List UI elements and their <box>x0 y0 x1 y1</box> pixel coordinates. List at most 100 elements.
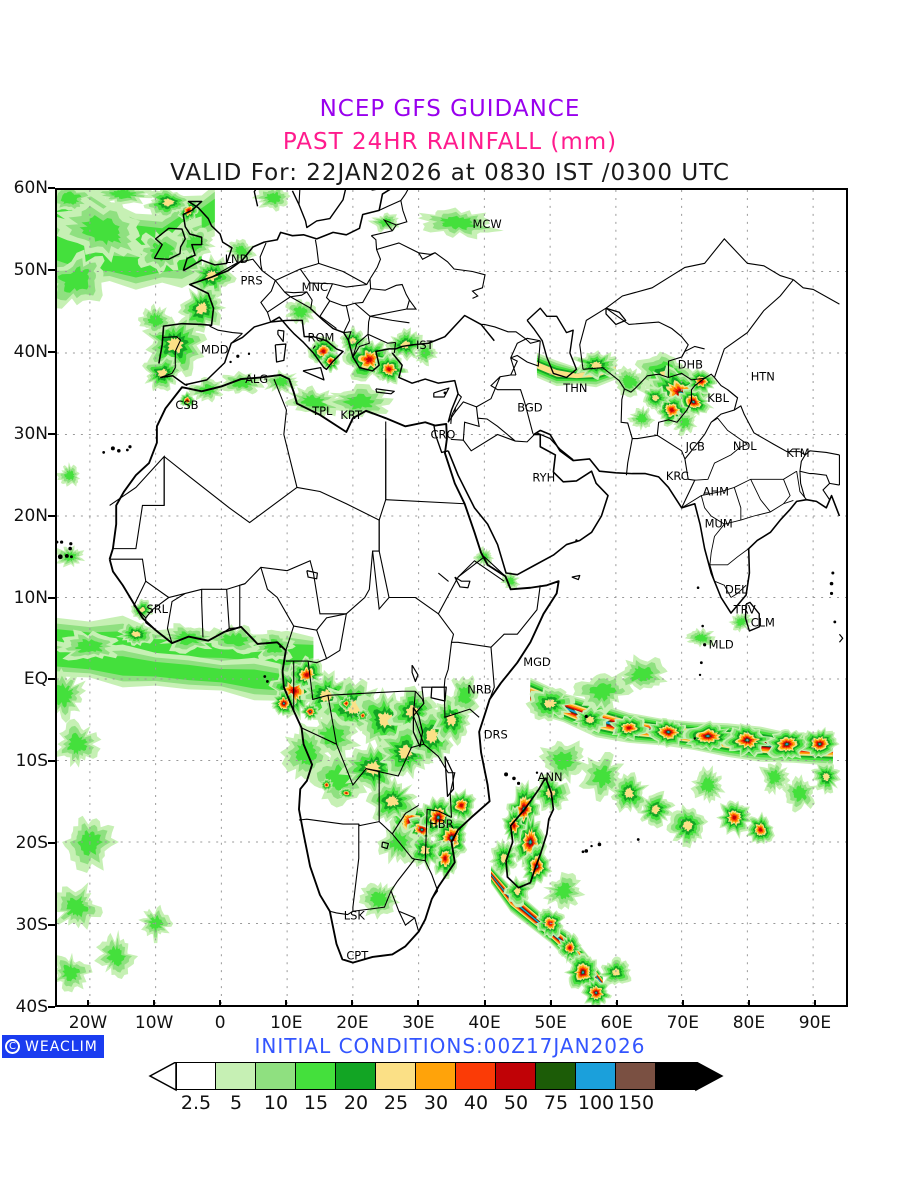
map-plot-area[interactable]: MCW LND PRS MNC ROM MDD IST ALG CSB TPL KRT CRO BGD T… <box>55 188 848 1007</box>
colorbar-tick-label: 25 <box>383 1092 409 1114</box>
page-title-model: NCEP GFS GUIDANCE <box>319 96 581 122</box>
city-label: SRL <box>146 602 168 616</box>
y-axis-label: 20S <box>15 833 48 854</box>
x-axis-label: 20W <box>68 1013 108 1033</box>
border-layer <box>109 190 840 932</box>
y-axis-labels: 60N 50N 40N 30N 20N 10N EQ 10S 20S 30S 40S <box>0 178 48 1017</box>
x-axis-label: 30E <box>402 1013 435 1033</box>
city-label: KRC <box>666 469 689 483</box>
city-label: MUM <box>705 516 733 530</box>
y-axis-tick <box>48 678 55 681</box>
y-axis-tick <box>48 514 55 517</box>
x-axis-label: 10W <box>134 1013 174 1033</box>
city-label: HTN <box>751 370 775 384</box>
colorbar-tick-label: 20 <box>343 1092 369 1114</box>
y-axis-tick <box>48 350 55 353</box>
map-graphic: MCW LND PRS MNC ROM MDD IST ALG CSB TPL KRT CRO BGD T… <box>57 190 846 1005</box>
y-axis-tick <box>48 1006 55 1008</box>
x-axis-label: 50E <box>534 1013 567 1033</box>
x-axis-tick <box>219 1000 222 1007</box>
x-axis-label: 20E <box>336 1013 369 1033</box>
city-label: BGD <box>517 401 543 415</box>
city-label: CSB <box>175 398 198 412</box>
x-axis-tick <box>417 1000 420 1007</box>
colorbar-tick-label: 5 <box>229 1092 243 1114</box>
initial-conditions-text: INITIAL CONDITIONS:00Z17JAN2026 <box>254 1034 646 1058</box>
colorbar-cell <box>456 1062 496 1090</box>
city-label: ROM <box>308 330 335 344</box>
y-axis-label: 30N <box>13 423 48 444</box>
city-label: KRT <box>340 408 363 422</box>
y-axis-tick <box>48 760 55 763</box>
x-axis-tick <box>87 1000 90 1007</box>
city-label: MCW <box>473 217 502 231</box>
city-label: MGD <box>523 655 551 669</box>
city-label: RYH <box>532 471 555 485</box>
y-axis-tick <box>48 842 55 845</box>
colorbar-cell <box>256 1062 296 1090</box>
colorbar-cell <box>416 1062 456 1090</box>
colorbar-tick-label: 50 <box>503 1092 529 1114</box>
y-axis-label: 50N <box>13 259 48 280</box>
city-label: TRV <box>733 603 756 617</box>
city-label: LSK <box>344 908 366 922</box>
y-axis-label: EQ <box>23 669 48 690</box>
copyright-circle-icon: C <box>5 1039 20 1054</box>
city-label: NRB <box>467 683 492 697</box>
colorbar-cell <box>336 1062 376 1090</box>
x-axis-tick <box>681 1000 684 1007</box>
city-label: NDL <box>733 439 757 453</box>
map-canvas: MCW LND PRS MNC ROM MDD IST ALG CSB TPL KRT CRO BGD T… <box>57 190 846 1005</box>
city-label: KTM <box>786 446 809 460</box>
city-label: MDD <box>201 343 229 357</box>
colorbar-cell <box>216 1062 256 1090</box>
x-axis-tick <box>153 1000 156 1007</box>
city-label: AHM <box>703 485 729 499</box>
city-label: DHB <box>678 357 703 371</box>
y-axis-label: 10S <box>15 751 48 772</box>
colorbar-cell <box>296 1062 336 1090</box>
x-axis-label: 40E <box>468 1013 501 1033</box>
y-axis-label: 30S <box>15 915 48 936</box>
x-axis-tick <box>483 1000 486 1007</box>
colorbar-cell <box>656 1062 696 1090</box>
colorbar-cell <box>176 1062 216 1090</box>
x-axis-label: 70E <box>666 1013 699 1033</box>
city-label: ANN <box>538 770 563 784</box>
coastline-layer <box>57 190 844 964</box>
x-axis-label: 60E <box>600 1013 633 1033</box>
city-label: KBL <box>707 391 729 405</box>
y-axis-label: 40N <box>13 341 48 362</box>
x-axis-label: 90E <box>798 1013 832 1033</box>
colorbar-tick-label: 15 <box>303 1092 329 1114</box>
colorbar-tick-label: 2.5 <box>180 1092 212 1114</box>
y-axis-tick <box>48 924 55 927</box>
colorbar-cell <box>576 1062 616 1090</box>
y-axis-tick <box>48 268 55 271</box>
city-label: CPT <box>346 948 369 962</box>
graticule-layer <box>57 190 846 1005</box>
y-axis-label: 20N <box>13 505 48 526</box>
colorbar-legend: 2.5 5 10 15 20 25 30 40 50 75 100 150 <box>0 1062 900 1122</box>
colorbar-cell <box>616 1062 656 1090</box>
city-label: HBR <box>429 817 453 831</box>
weaclim-label: WEACLIM <box>25 1038 98 1055</box>
city-label: MNC <box>302 280 328 294</box>
city-label: ALG <box>245 372 268 386</box>
x-axis-label: 10E <box>270 1013 303 1033</box>
weaclim-badge[interactable]: C WEACLIM <box>2 1035 104 1058</box>
city-label: DEL <box>725 582 748 596</box>
x-axis-label: 0 <box>214 1013 226 1033</box>
city-label: DRS <box>484 727 508 741</box>
y-axis-label: 60N <box>13 178 48 198</box>
x-axis-tick <box>813 1000 816 1007</box>
x-axis-tick <box>549 1000 552 1007</box>
city-label: CRO <box>430 427 455 441</box>
colorbar-tick-label: 40 <box>463 1092 489 1114</box>
colorbar-arrow-caps <box>148 1062 724 1092</box>
colorbar-tick-label: 150 <box>617 1092 655 1114</box>
x-axis-tick <box>615 1000 618 1007</box>
y-axis-tick <box>48 596 55 599</box>
city-label: TPL <box>311 404 333 418</box>
